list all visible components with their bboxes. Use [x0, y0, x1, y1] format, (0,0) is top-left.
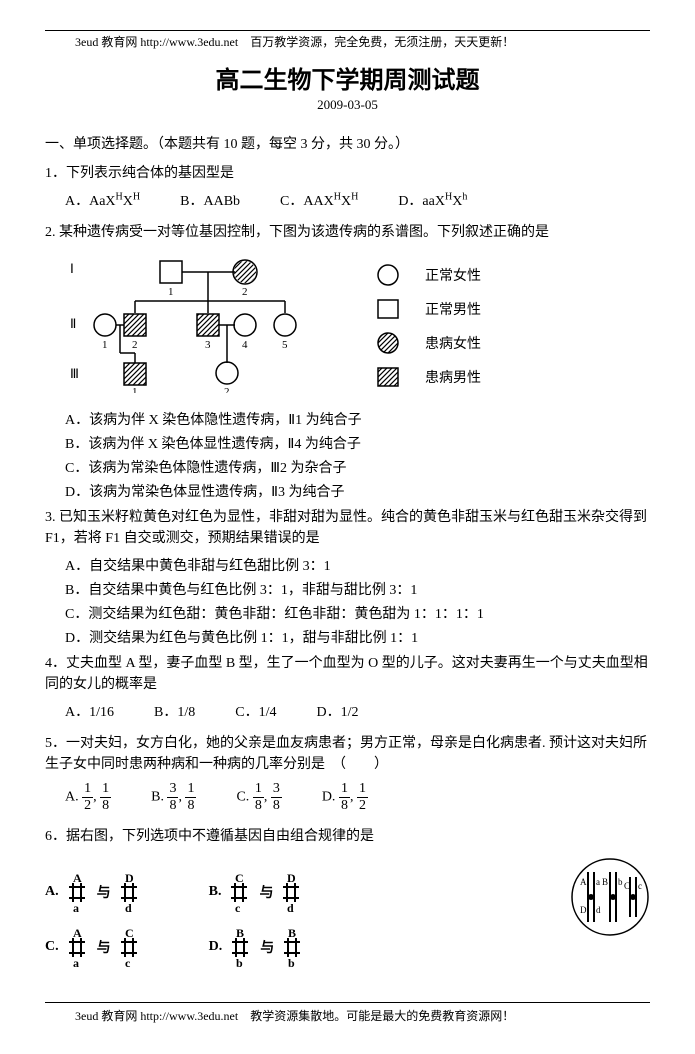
svg-text:a: a: [596, 877, 600, 887]
svg-text:d: d: [596, 905, 601, 915]
legend-label-normal-female: 正常女性: [425, 265, 481, 285]
chromosome-icon: D d: [277, 872, 307, 912]
legend-label-affected-male: 患病男性: [425, 367, 481, 387]
legend-label-affected-female: 患病女性: [425, 333, 481, 353]
chromosome-icon: C c: [225, 872, 255, 912]
svg-text:3: 3: [205, 339, 211, 351]
q5-option-d: D. 18, 12: [322, 781, 368, 814]
q6-option-b: B. C c 与 D: [209, 872, 312, 912]
q1-option-b: B．AABb: [180, 190, 240, 210]
q5-option-c: C. 18, 38: [236, 781, 281, 814]
svg-text:b: b: [618, 877, 623, 887]
q2-option-b: B．该病为伴 X 染色体显性遗传病，Ⅱ4 为纯合子: [65, 433, 650, 453]
legend-normal-female-icon: [375, 263, 405, 287]
svg-text:Ⅰ: Ⅰ: [70, 261, 74, 276]
question-4: 4．丈夫血型 A 型，妻子血型 B 型，生了一个血型为 O 型的儿子。这对夫妻再…: [45, 653, 650, 695]
q3-option-c: C．测交结果为红色甜：黄色非甜：红色非甜：黄色甜为 1：1：1：1: [65, 603, 650, 623]
page-title: 高二生物下学期周测试题: [45, 60, 650, 95]
chromosome-icon: A a: [63, 927, 93, 967]
question-5-options: A. 12, 18 B. 38, 18 C. 18, 38 D. 18, 12: [65, 781, 650, 814]
q3-option-a: A．自交结果中黄色非甜与红色甜比例 3：1: [65, 555, 650, 575]
footer-text: 3eud 教育网 http://www.3edu.net 教学资源集散地。可能是…: [45, 1007, 650, 1024]
svg-text:a: a: [73, 901, 79, 912]
question-4-options: A．1/16 B．1/8 C．1/4 D．1/2: [65, 701, 650, 721]
q4-option-d: D．1/2: [316, 701, 358, 721]
chromosome-icon: B b: [226, 927, 256, 967]
q5-option-b: B. 38, 18: [151, 781, 196, 814]
q2-option-d: D．该病为常染色体显性遗传病，Ⅱ3 为纯合子: [65, 481, 650, 501]
section-heading: 一、单项选择题。（本题共有 10 题，每空 3 分，共 30 分。）: [45, 133, 650, 153]
question-3: 3. 已知玉米籽粒黄色对红色为显性，非甜对甜为显性。纯合的黄色非甜玉米与红色甜玉…: [45, 507, 650, 549]
svg-text:d: d: [287, 901, 294, 912]
pedigree-legend: 正常女性 正常男性 患病女性 患病男性: [375, 253, 481, 399]
chromosome-icon: D d: [115, 872, 145, 912]
svg-text:1: 1: [168, 286, 174, 298]
question-1: 1．下列表示纯合体的基因型是: [45, 163, 650, 184]
legend-affected-male-icon: [375, 365, 405, 389]
q1-option-d: D．aaXHXh: [398, 190, 467, 210]
legend-affected-female-icon: [375, 331, 405, 355]
svg-text:D: D: [580, 905, 587, 915]
q3-option-b: B．自交结果中黄色与红色比例 3：1，非甜与甜比例 3：1: [65, 579, 650, 599]
svg-text:A: A: [580, 877, 587, 887]
q4-option-b: B．1/8: [154, 701, 195, 721]
svg-text:1: 1: [102, 339, 108, 351]
legend-label-normal-male: 正常男性: [425, 299, 481, 319]
svg-text:c: c: [235, 901, 241, 912]
pedigree-svg: Ⅰ 1 2 Ⅱ 1 2 3: [65, 253, 345, 393]
chromosome-icon: B b: [278, 927, 308, 967]
svg-text:b: b: [288, 956, 295, 967]
svg-text:B: B: [602, 877, 608, 887]
svg-text:B: B: [288, 927, 296, 940]
question-6: 6．据右图，下列选项中不遵循基因自由组合规律的是: [45, 826, 650, 847]
svg-text:c: c: [638, 881, 642, 891]
svg-text:2: 2: [132, 339, 138, 351]
footer-divider: [45, 1002, 650, 1003]
svg-text:Ⅱ: Ⅱ: [70, 316, 76, 331]
q1-option-c: C．AAXHXH: [280, 190, 358, 210]
svg-text:2: 2: [224, 386, 230, 393]
svg-text:b: b: [236, 956, 243, 967]
q1-option-a: A．AaXHXH: [65, 190, 140, 210]
q4-option-a: A．1/16: [65, 701, 114, 721]
legend-normal-male-icon: [375, 297, 405, 321]
page-date: 2009-03-05: [45, 97, 650, 113]
question-6-content: A. A a 与 D: [45, 857, 650, 982]
svg-text:Ⅲ: Ⅲ: [70, 366, 79, 381]
svg-text:5: 5: [282, 339, 288, 351]
q6-option-a: A. A a 与 D: [45, 872, 149, 912]
question-2: 2. 某种遗传病受一对等位基因控制，下图为该遗传病的系谱图。下列叙述正确的是: [45, 222, 650, 243]
header-text: 3eud 教育网 http://www.3edu.net 百万教学资源，完全免费…: [45, 33, 650, 50]
svg-text:2: 2: [242, 286, 248, 298]
pedigree-diagram: Ⅰ 1 2 Ⅱ 1 2 3: [65, 253, 650, 399]
svg-text:1: 1: [132, 386, 138, 393]
question-1-options: A．AaXHXH B．AABb C．AAXHXH D．aaXHXh: [65, 190, 650, 210]
q4-option-c: C．1/4: [235, 701, 276, 721]
q2-option-a: A．该病为伴 X 染色体隐性遗传病，Ⅱ1 为纯合子: [65, 409, 650, 429]
header-divider: [45, 30, 650, 31]
svg-text:d: d: [125, 901, 132, 912]
question-5: 5．一对夫妇，女方白化，她的父亲是血友病患者；男方正常，母亲是白化病患者. 预计…: [45, 733, 650, 775]
chromosome-icon: A a: [63, 872, 93, 912]
q5-option-a: A. 12, 18: [65, 781, 111, 814]
q6-option-d: D. B b 与 B: [209, 927, 313, 967]
cell-diagram: A a D d B b C c: [570, 857, 650, 937]
svg-text:4: 4: [242, 339, 248, 351]
q6-option-c: C. A a 与 C: [45, 927, 149, 967]
svg-text:C: C: [624, 881, 630, 891]
svg-text:B: B: [236, 927, 244, 940]
chromosome-icon: C c: [115, 927, 145, 967]
svg-text:a: a: [73, 956, 79, 967]
q2-option-c: C．该病为常染色体隐性遗传病，Ⅲ2 为杂合子: [65, 457, 650, 477]
svg-text:c: c: [125, 956, 131, 967]
q3-option-d: D．测交结果为红色与黄色比例 1：1，甜与非甜比例 1：1: [65, 627, 650, 647]
